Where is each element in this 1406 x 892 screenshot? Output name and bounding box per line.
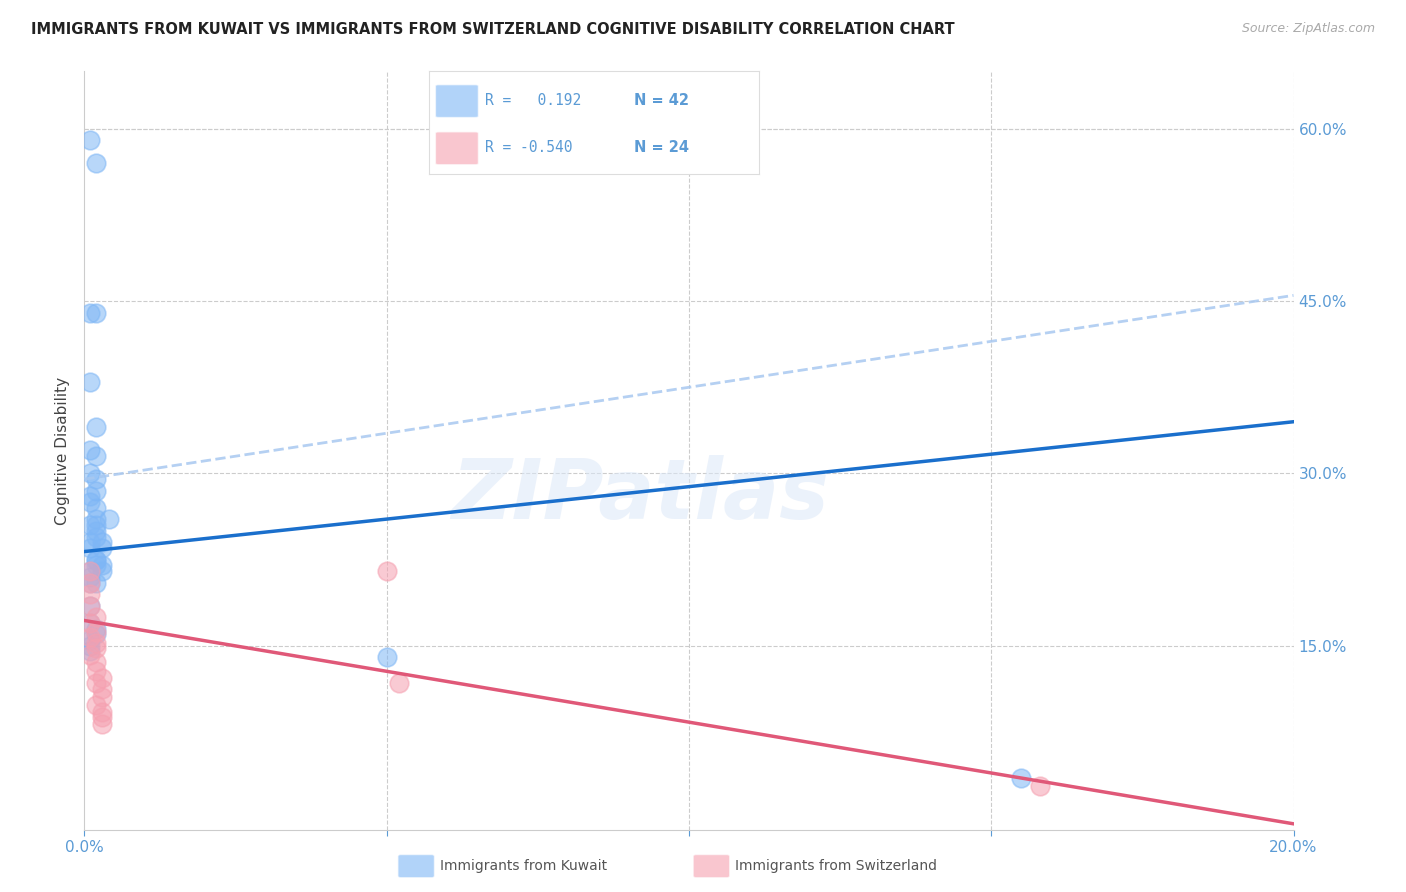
Point bbox=[86, 558, 108, 573]
Point bbox=[91, 558, 114, 573]
Point bbox=[86, 675, 108, 690]
Point bbox=[1028, 779, 1050, 793]
Point bbox=[79, 133, 101, 147]
Point bbox=[86, 664, 108, 678]
Point bbox=[86, 698, 108, 713]
Point bbox=[79, 630, 101, 644]
Text: ZIPatlas: ZIPatlas bbox=[451, 456, 830, 536]
Point bbox=[91, 717, 114, 731]
Point bbox=[91, 706, 114, 720]
Point bbox=[79, 587, 101, 601]
Point bbox=[79, 535, 101, 549]
Point bbox=[86, 420, 108, 434]
Point bbox=[79, 490, 101, 504]
Point bbox=[388, 675, 411, 690]
Point bbox=[86, 636, 108, 650]
Point bbox=[79, 443, 101, 458]
Point bbox=[79, 575, 101, 590]
Point bbox=[86, 627, 108, 641]
Point bbox=[91, 690, 114, 705]
Point bbox=[79, 633, 101, 648]
FancyBboxPatch shape bbox=[436, 132, 478, 165]
Text: R = -0.540: R = -0.540 bbox=[485, 140, 572, 155]
Point bbox=[375, 650, 398, 665]
Text: N = 42: N = 42 bbox=[634, 93, 689, 108]
Point bbox=[79, 564, 101, 578]
Point bbox=[86, 483, 108, 498]
Point bbox=[86, 622, 108, 636]
Point bbox=[79, 541, 101, 555]
Point bbox=[86, 449, 108, 463]
Point bbox=[91, 682, 114, 697]
Point bbox=[91, 564, 114, 578]
Point bbox=[86, 624, 108, 639]
Text: Immigrants from Switzerland: Immigrants from Switzerland bbox=[735, 859, 938, 873]
Point bbox=[86, 575, 108, 590]
Point bbox=[86, 524, 108, 538]
FancyBboxPatch shape bbox=[436, 85, 478, 118]
Point bbox=[86, 655, 108, 669]
Point bbox=[86, 641, 108, 656]
Point bbox=[86, 610, 108, 624]
Point bbox=[91, 671, 114, 685]
Point bbox=[79, 599, 101, 613]
Text: Source: ZipAtlas.com: Source: ZipAtlas.com bbox=[1241, 22, 1375, 36]
Point bbox=[79, 518, 101, 533]
Point bbox=[375, 564, 398, 578]
Point bbox=[79, 615, 101, 630]
Point bbox=[79, 467, 101, 481]
Point bbox=[86, 552, 108, 566]
Point bbox=[86, 305, 108, 319]
Point bbox=[79, 644, 101, 658]
Y-axis label: Cognitive Disability: Cognitive Disability bbox=[55, 376, 70, 524]
Point bbox=[86, 518, 108, 533]
Point bbox=[1011, 771, 1033, 785]
Point bbox=[86, 552, 108, 566]
Point bbox=[91, 541, 114, 555]
Point bbox=[79, 615, 101, 630]
Point bbox=[79, 639, 101, 653]
Text: IMMIGRANTS FROM KUWAIT VS IMMIGRANTS FROM SWITZERLAND COGNITIVE DISABILITY CORRE: IMMIGRANTS FROM KUWAIT VS IMMIGRANTS FRO… bbox=[31, 22, 955, 37]
Point bbox=[79, 570, 101, 584]
Point bbox=[91, 710, 114, 724]
Point bbox=[79, 495, 101, 509]
Point bbox=[86, 530, 108, 544]
Point bbox=[79, 564, 101, 578]
Point bbox=[86, 472, 108, 486]
Point bbox=[86, 512, 108, 526]
Text: N = 24: N = 24 bbox=[634, 140, 689, 155]
Point bbox=[79, 575, 101, 590]
Point bbox=[97, 512, 120, 526]
Point bbox=[79, 305, 101, 319]
Point bbox=[79, 599, 101, 613]
Point bbox=[79, 648, 101, 662]
Text: R =   0.192: R = 0.192 bbox=[485, 93, 581, 108]
Point bbox=[86, 156, 108, 170]
Point bbox=[79, 375, 101, 389]
Point bbox=[91, 535, 114, 549]
Text: Immigrants from Kuwait: Immigrants from Kuwait bbox=[440, 859, 607, 873]
Point bbox=[86, 500, 108, 515]
